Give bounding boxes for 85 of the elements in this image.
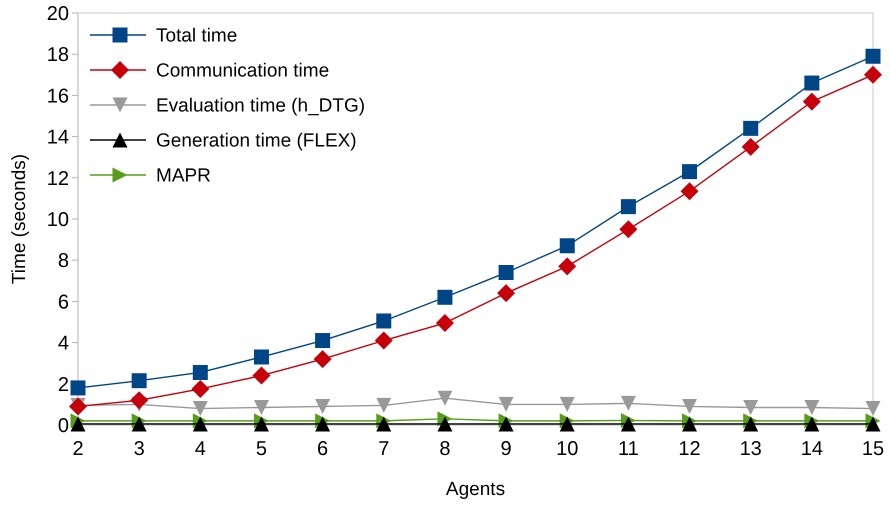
x-tick-label: 5 — [256, 438, 268, 460]
point — [864, 66, 882, 84]
point — [804, 400, 820, 415]
point — [560, 238, 575, 254]
point — [70, 416, 86, 432]
point — [437, 290, 452, 305]
point — [743, 400, 758, 415]
point — [497, 284, 516, 302]
x-tick-label: 15 — [862, 438, 884, 460]
point — [376, 313, 392, 328]
x-axis-title: Agents — [446, 479, 506, 500]
point — [436, 314, 454, 332]
point — [254, 400, 269, 415]
x-tick-label: 12 — [678, 438, 701, 460]
y-tick-label: 18 — [46, 44, 69, 66]
point — [619, 220, 638, 238]
legend-label: Total time — [156, 26, 238, 47]
x-tick-label: 10 — [556, 438, 578, 460]
point — [376, 398, 392, 413]
point — [314, 350, 332, 368]
point — [315, 416, 330, 432]
point — [437, 390, 452, 406]
point — [680, 182, 699, 200]
point — [498, 265, 514, 280]
point — [498, 396, 514, 412]
y-tick-label: 10 — [46, 209, 69, 231]
legend-label: Communication time — [156, 60, 330, 82]
y-tick-label: 14 — [46, 126, 69, 149]
point — [315, 398, 330, 414]
x-tick-label: 14 — [800, 438, 823, 460]
x-tick-label: 4 — [194, 438, 206, 460]
point — [374, 332, 393, 350]
point — [132, 373, 147, 388]
point — [802, 92, 821, 111]
point — [376, 416, 392, 432]
y-axis-title: Time (seconds) — [9, 154, 30, 284]
point — [315, 333, 330, 348]
point — [620, 416, 636, 432]
point — [866, 416, 880, 432]
point — [560, 416, 575, 432]
point — [620, 199, 636, 214]
point — [682, 398, 698, 414]
point — [682, 164, 698, 180]
point — [130, 391, 148, 410]
y-tick-label: 4 — [58, 332, 69, 355]
point — [254, 416, 269, 432]
point — [498, 416, 514, 432]
y-tick-label: 6 — [58, 291, 69, 314]
y-tick-label: 0 — [58, 415, 69, 437]
point — [70, 380, 86, 396]
legend-label: MAPR — [156, 166, 211, 187]
point — [866, 401, 880, 416]
point — [804, 416, 820, 432]
y-tick-label: 2 — [58, 374, 69, 396]
x-tick-label: 13 — [740, 438, 762, 460]
point — [866, 48, 880, 64]
legend-label: Evaluation time (h_DTG) — [156, 96, 366, 117]
x-tick-label: 7 — [378, 438, 390, 460]
x-tick-label: 11 — [618, 438, 639, 460]
point — [192, 364, 208, 380]
point — [192, 401, 208, 416]
point — [560, 396, 575, 412]
point — [558, 257, 576, 276]
point — [254, 350, 269, 365]
point — [742, 138, 760, 156]
point — [132, 416, 147, 432]
x-tick-label: 8 — [439, 438, 450, 460]
point — [192, 416, 208, 432]
point — [252, 366, 270, 385]
x-tick-label: 9 — [500, 438, 512, 460]
point — [743, 120, 758, 136]
x-tick-label: 3 — [134, 438, 145, 460]
point — [620, 396, 636, 411]
y-tick-label: 20 — [46, 3, 69, 25]
point — [682, 416, 698, 432]
legend-label: Generation time (FLEX) — [156, 130, 357, 152]
point — [743, 416, 758, 432]
y-tick-label: 12 — [46, 168, 69, 190]
point — [804, 76, 820, 91]
point — [191, 380, 210, 398]
y-tick-label: 16 — [46, 85, 69, 108]
x-tick-label: 2 — [72, 438, 84, 460]
point — [437, 416, 452, 432]
x-tick-label: 6 — [317, 438, 328, 460]
y-tick-label: 8 — [58, 250, 69, 272]
